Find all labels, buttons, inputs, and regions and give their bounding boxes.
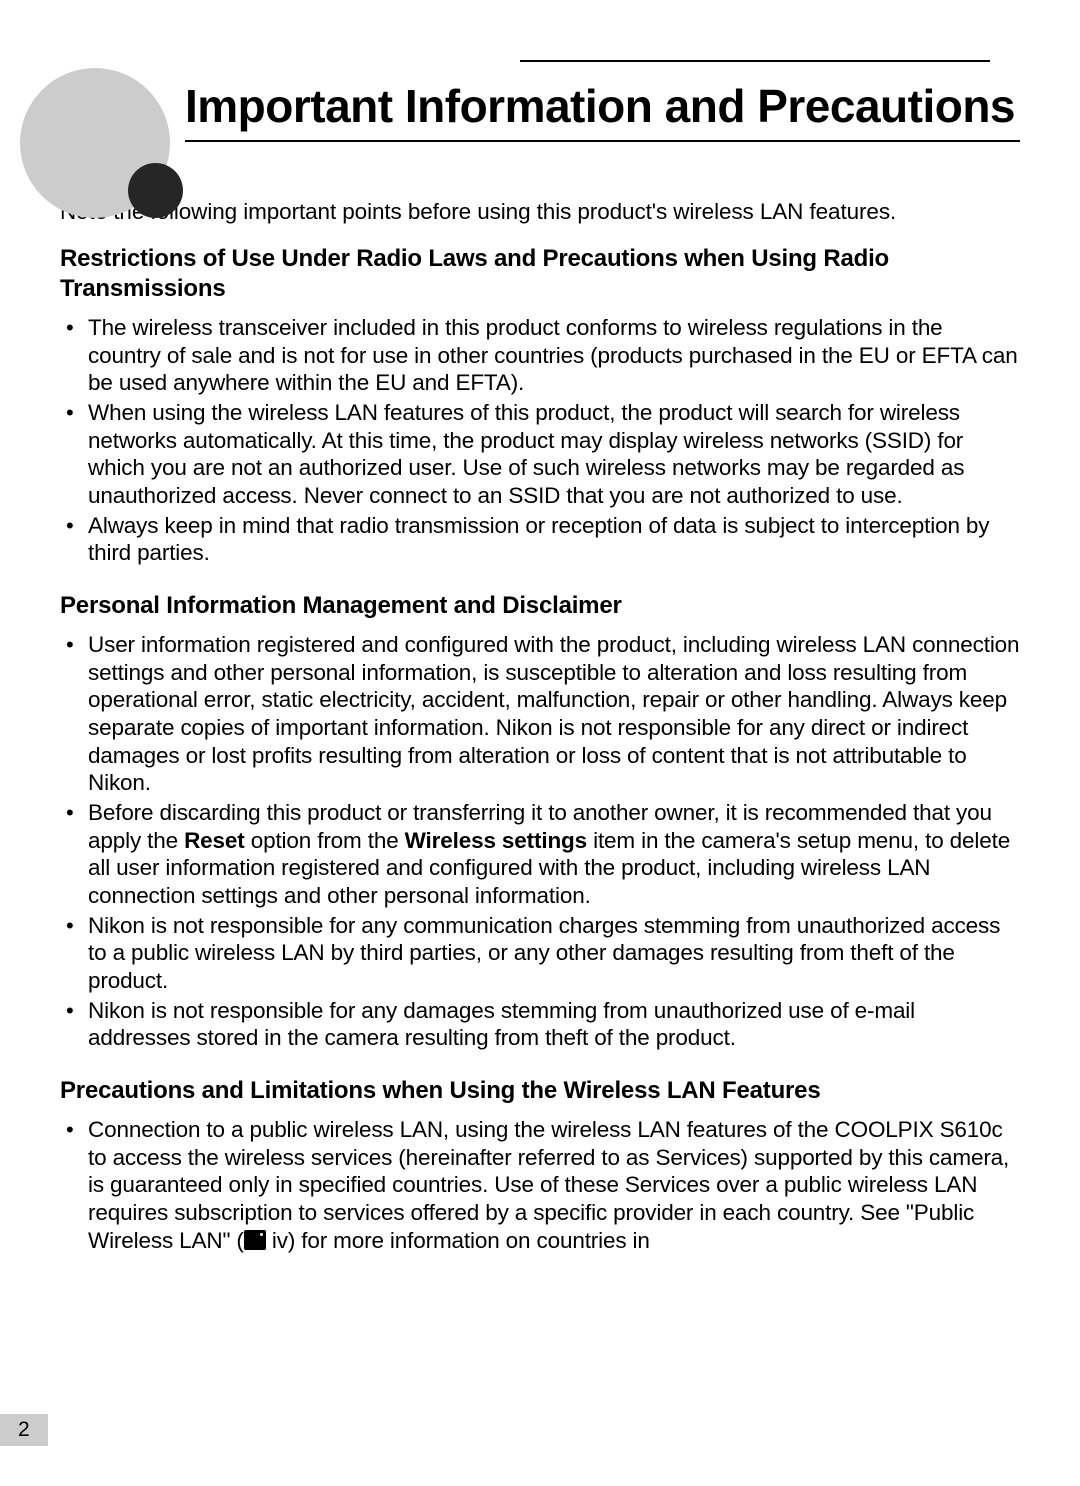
camera-page-icon [244,1230,266,1250]
page-title: Important Information and Precautions [185,70,1020,132]
page-number-text: 2 [18,1418,30,1441]
bullet-list-radio-laws: The wireless transceiver included in thi… [60,314,1020,567]
decorative-circles [20,68,220,268]
bullet-list-wireless-lan: Connection to a public wireless LAN, usi… [60,1116,1020,1254]
list-item: The wireless transceiver included in thi… [60,314,1020,397]
section-title-personal-info: Personal Information Management and Disc… [60,591,1020,621]
list-item: Connection to a public wireless LAN, usi… [60,1116,1020,1254]
page-number: 2 [0,1414,48,1446]
list-item: Nikon is not responsible for any damages… [60,997,1020,1052]
list-item: Before discarding this product or transf… [60,799,1020,910]
circle-small-icon [128,163,183,218]
list-item: When using the wireless LAN features of … [60,399,1020,510]
list-item: Always keep in mind that radio transmiss… [60,512,1020,567]
document-page: Important Information and Precautions No… [0,0,1080,1300]
section-title-wireless-lan: Precautions and Limitations when Using t… [60,1076,1020,1106]
list-item: User information registered and configur… [60,631,1020,797]
title-block: Important Information and Precautions [60,60,1020,142]
bullet-list-personal-info: User information registered and configur… [60,631,1020,1052]
list-item: Nikon is not responsible for any communi… [60,912,1020,995]
header-rule-bottom [185,140,1020,142]
